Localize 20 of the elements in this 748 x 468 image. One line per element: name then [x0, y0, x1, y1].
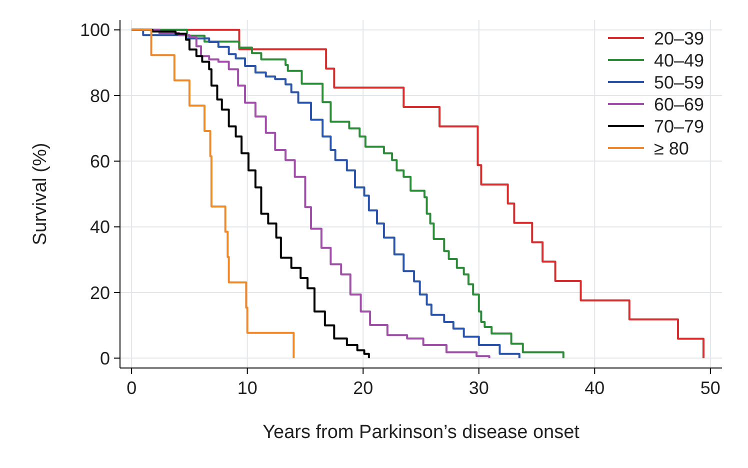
x-tick-label: 50: [700, 378, 720, 398]
x-tick-label: 10: [237, 378, 258, 398]
y-tick-label: 40: [90, 217, 110, 238]
legend-label: 70–79: [654, 116, 704, 136]
legend-label: ≥ 80: [654, 138, 689, 158]
y-tick-label: 100: [80, 20, 110, 40]
legend-label: 60–69: [654, 94, 704, 114]
x-tick-label: 20: [353, 378, 374, 398]
y-tick-label: 20: [90, 282, 110, 303]
x-tick-label: 0: [126, 378, 137, 398]
legend-label: 20–39: [654, 28, 704, 48]
y-axis-title: Survival (%): [30, 142, 51, 246]
x-axis-title: Years from Parkinson’s disease onset: [262, 422, 580, 443]
x-tick-label: 30: [468, 378, 489, 398]
legend-label: 40–49: [654, 50, 704, 70]
legend-label: 50–59: [654, 72, 704, 92]
y-tick-label: 0: [100, 348, 110, 368]
x-tick-label: 40: [584, 378, 605, 398]
y-tick-label: 80: [90, 86, 110, 106]
y-tick-label: 60: [90, 151, 110, 172]
